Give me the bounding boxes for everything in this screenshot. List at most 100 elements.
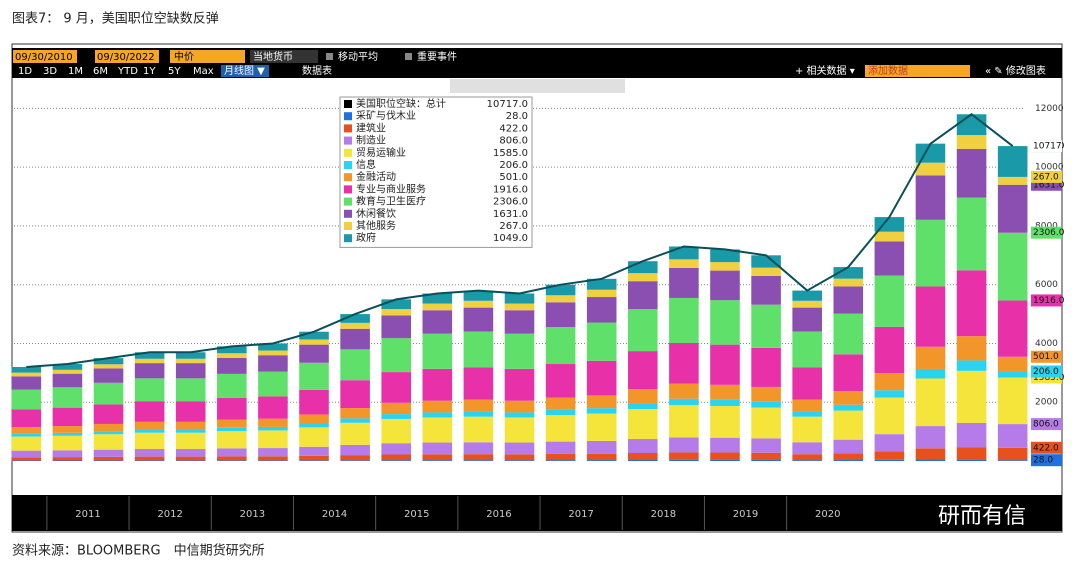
bar-segment <box>586 395 617 409</box>
end-date[interactable]: 09/30/2022 <box>97 52 155 63</box>
value-tag-label: 206.0 <box>1033 367 1059 377</box>
currency-box[interactable] <box>250 50 318 63</box>
bar-segment <box>340 418 370 423</box>
bar-segment <box>669 297 699 343</box>
legend-value: 28.0 <box>506 111 528 122</box>
bar-segment <box>997 356 1028 372</box>
bar-segment <box>997 184 1028 233</box>
bar-segment <box>751 255 781 268</box>
events-check[interactable] <box>405 53 412 60</box>
y-tick-label: 6000 <box>1035 280 1058 290</box>
bar-segment <box>463 399 494 412</box>
table-button[interactable]: 数据表 <box>302 64 332 77</box>
legend-value: 267.0 <box>499 221 528 232</box>
value-tag-label: 10717 <box>1033 142 1062 152</box>
legend-value: 10717.0 <box>487 99 528 110</box>
value-tag <box>1031 454 1062 467</box>
bar-segment <box>627 309 658 352</box>
period-button[interactable]: 3D <box>43 66 57 77</box>
period-button[interactable]: 1M <box>68 66 83 77</box>
end-date-box[interactable] <box>95 50 159 63</box>
bar-segment <box>463 307 494 332</box>
related-button[interactable]: + 相关数据 ▾ <box>795 64 855 77</box>
bar-segment <box>710 344 740 385</box>
bar-segment <box>11 436 42 451</box>
bar-segment <box>627 351 658 390</box>
currency[interactable]: 当地货币 <box>253 50 293 63</box>
bar-segment <box>217 419 247 428</box>
period-button[interactable]: 5Y <box>168 66 181 77</box>
bar-segment <box>997 300 1028 357</box>
bar-segment <box>52 435 83 451</box>
bar-segment <box>627 453 658 461</box>
bar-segment <box>52 426 83 433</box>
bar-segment <box>422 368 453 401</box>
price-box[interactable] <box>170 50 245 63</box>
bar-segment <box>545 409 576 416</box>
period-button[interactable]: Max <box>193 66 214 77</box>
bar-segment <box>217 353 247 358</box>
legend-name: 贸易运输业 <box>356 146 406 159</box>
terminal-panel <box>11 43 1063 533</box>
legend-value: 206.0 <box>499 160 528 171</box>
bar-segment <box>463 442 494 455</box>
bar-segment <box>422 333 453 369</box>
bar-segment <box>175 401 206 422</box>
bar-segment <box>997 146 1028 177</box>
bar-segment <box>381 414 412 419</box>
legend-name: 美国职位空缺：总计 <box>356 97 446 110</box>
bar-segment <box>463 290 494 301</box>
moving-average[interactable]: 移动平均 <box>338 50 378 63</box>
bar-segment <box>504 442 535 455</box>
bar-segment <box>792 290 822 301</box>
view[interactable]: 月线图 ▼ <box>224 64 265 77</box>
bar-segment <box>710 405 740 438</box>
start-date[interactable]: 09/30/2010 <box>15 52 73 63</box>
x-axis-band <box>12 495 1062 531</box>
add-data[interactable]: 添加数据 <box>868 64 908 77</box>
bar-segment <box>956 135 987 149</box>
events[interactable]: 重要事件 <box>417 50 457 63</box>
bar-segment <box>504 460 535 461</box>
x-tick-label: 2020 <box>815 509 840 520</box>
y-tick-label: 8000 <box>1035 221 1058 231</box>
bar-segment <box>217 456 247 461</box>
period-button[interactable]: 1D <box>18 66 32 77</box>
bar-segment <box>134 432 165 450</box>
bar-segment <box>586 360 617 396</box>
bar-segment <box>956 459 987 461</box>
bar-segment <box>874 451 905 460</box>
bar-segment <box>11 372 42 377</box>
bar-segment <box>258 418 288 427</box>
bar-segment <box>52 450 83 458</box>
bar-segment <box>874 241 905 276</box>
bar-segment <box>422 442 453 455</box>
view-box[interactable] <box>221 65 269 77</box>
bar-segment <box>463 331 494 368</box>
bar-segment <box>258 350 288 356</box>
bar-segment <box>52 364 83 370</box>
value-tag-label: 267.0 <box>1033 172 1059 182</box>
start-date-box[interactable] <box>13 50 77 63</box>
value-tag <box>1031 140 1062 153</box>
period-button[interactable]: 6M <box>93 66 108 77</box>
period-button[interactable]: 1Y <box>143 66 156 77</box>
bar-segment <box>586 322 617 361</box>
bar-segment <box>874 390 905 398</box>
bar-segment <box>93 423 124 432</box>
bar-segment <box>217 346 247 354</box>
bar-segment <box>710 262 740 271</box>
edit-chart[interactable]: « ✎ 修改图表 <box>985 64 1046 77</box>
period-button[interactable]: YTD <box>117 66 138 77</box>
bar-segment <box>381 315 412 339</box>
add-box[interactable] <box>865 65 970 77</box>
legend-value: 422.0 <box>499 123 528 134</box>
bar-segment <box>833 391 864 405</box>
price[interactable]: 中价 <box>174 50 194 63</box>
bar-segment <box>52 369 83 374</box>
legend-value: 2306.0 <box>493 197 528 208</box>
bar-segment <box>217 427 247 432</box>
bar-segment <box>381 418 412 444</box>
ma-check[interactable] <box>326 53 333 60</box>
